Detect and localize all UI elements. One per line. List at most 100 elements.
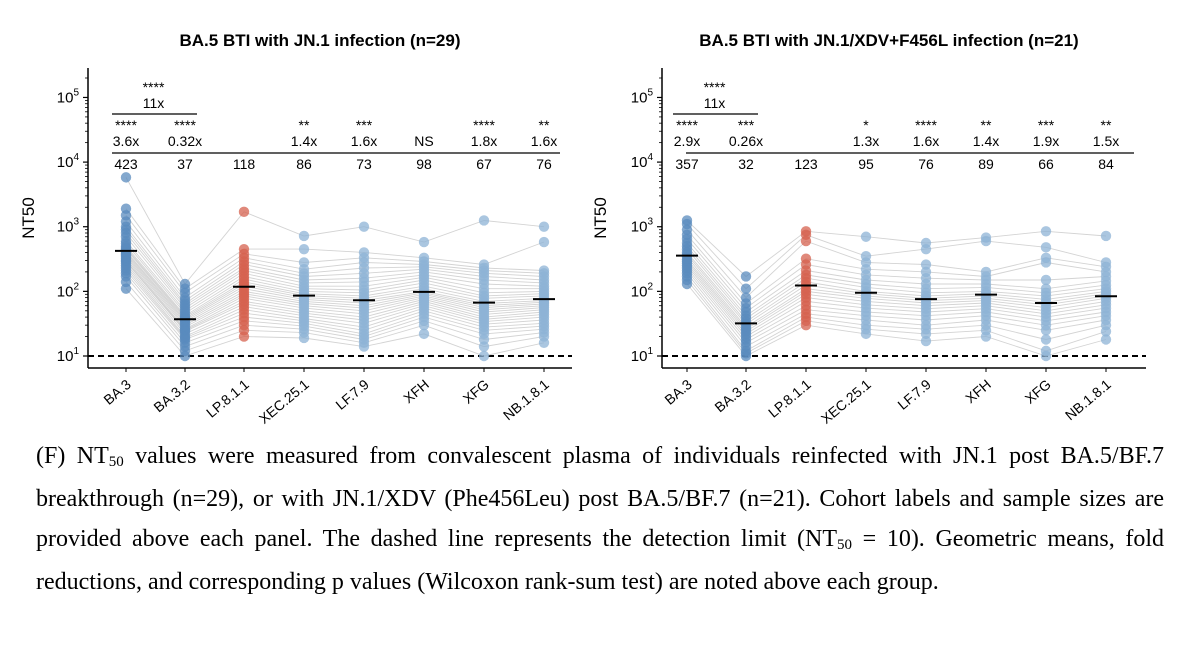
fold-change-label: 3.6x bbox=[113, 133, 139, 149]
x-tick-label: XEC.25.1 bbox=[256, 376, 312, 427]
paired-line bbox=[125, 267, 545, 339]
paired-line bbox=[125, 281, 545, 352]
points-XEC.25.1 bbox=[298, 230, 310, 344]
significance-label: ** bbox=[981, 117, 992, 133]
geomean-label: 32 bbox=[738, 156, 754, 172]
significance-label: NS bbox=[414, 133, 433, 149]
paired-line bbox=[125, 270, 545, 341]
data-point bbox=[920, 328, 932, 340]
x-tick-label: BA.3.2 bbox=[711, 376, 754, 415]
data-point bbox=[120, 172, 132, 183]
geomean-label: 84 bbox=[1098, 156, 1114, 172]
paired-line bbox=[125, 232, 545, 307]
points-XFH bbox=[980, 232, 992, 342]
geomean-label: 123 bbox=[794, 156, 818, 172]
fold-change-label: 1.6x bbox=[913, 133, 939, 149]
paired-line bbox=[125, 236, 545, 309]
paired-line bbox=[125, 226, 545, 302]
y-axis-label: NT50 bbox=[591, 197, 610, 239]
points-LP.8.1.1 bbox=[800, 226, 812, 331]
paired-line bbox=[686, 261, 1107, 332]
fold-change-label: 1.5x bbox=[1093, 133, 1119, 149]
significance-label: *** bbox=[1038, 117, 1055, 133]
significance-label: **** bbox=[115, 117, 137, 133]
paired-line bbox=[125, 240, 544, 312]
data-point bbox=[1040, 350, 1052, 362]
fold-change-label: 1.6x bbox=[531, 133, 557, 149]
paired-line bbox=[686, 254, 1107, 325]
points-XFG bbox=[478, 215, 490, 362]
paired-line bbox=[686, 229, 1107, 299]
data-point bbox=[538, 236, 550, 248]
caption-part-2: values were measured from convalescent p… bbox=[36, 443, 1165, 552]
x-tick-label: XFG bbox=[1022, 376, 1054, 407]
geomean-label: 89 bbox=[978, 156, 994, 172]
significance-label: ** bbox=[299, 117, 310, 133]
geomean-label: 95 bbox=[858, 156, 874, 172]
points-XFG bbox=[1040, 226, 1052, 362]
points-BA.3 bbox=[681, 215, 693, 290]
y-tick-label: 103 bbox=[631, 217, 654, 236]
paired-line bbox=[125, 288, 545, 357]
paired-line bbox=[125, 256, 545, 328]
paired-line bbox=[686, 279, 1107, 354]
significance-label: **** bbox=[915, 117, 937, 133]
panel-title: BA.5 BTI with JN.1 infection (n=29) bbox=[179, 31, 460, 50]
paired-line bbox=[125, 208, 545, 290]
paired-line bbox=[125, 261, 545, 332]
y-tick-label: 104 bbox=[57, 152, 80, 171]
data-point bbox=[1100, 334, 1112, 345]
significance-label: **** bbox=[174, 117, 196, 133]
paired-line bbox=[125, 245, 545, 317]
fold-change-label: 0.32x bbox=[168, 133, 202, 149]
x-tick-label: XFH bbox=[962, 376, 994, 406]
caption-part-1: (F) NT bbox=[36, 443, 109, 469]
geomean-label: 86 bbox=[296, 156, 312, 172]
caption-subscript-1: 50 bbox=[108, 454, 124, 470]
significance-label: *** bbox=[356, 117, 373, 133]
data-point bbox=[418, 236, 430, 248]
geomean-label: 76 bbox=[918, 156, 934, 172]
y-tick-label: 101 bbox=[631, 346, 654, 365]
paired-line bbox=[686, 242, 1107, 313]
significance-label: ** bbox=[1101, 117, 1112, 133]
geomean-label: 37 bbox=[177, 156, 193, 172]
geomean-label: 98 bbox=[416, 156, 432, 172]
data-point bbox=[1040, 274, 1052, 286]
paired-line bbox=[125, 248, 545, 320]
data-point bbox=[1040, 257, 1052, 268]
figure-caption: (F) NT50 values were measured from conva… bbox=[36, 436, 1164, 602]
paired-line bbox=[125, 253, 545, 324]
data-point bbox=[1040, 242, 1052, 253]
data-point bbox=[179, 350, 191, 362]
bracket-fold-change: 11x bbox=[143, 95, 165, 111]
paired-line bbox=[125, 221, 545, 299]
geomean-label: 73 bbox=[356, 156, 372, 172]
caption-part-3: = 10). Geometric means, fold reductions,… bbox=[36, 526, 1164, 595]
x-tick-label: BA.3 bbox=[661, 376, 695, 408]
data-point bbox=[920, 259, 932, 270]
fold-change-label: 0.26x bbox=[729, 133, 763, 149]
panel-title: BA.5 BTI with JN.1/XDV+F456L infection (… bbox=[699, 31, 1078, 50]
significance-label: **** bbox=[473, 117, 495, 133]
x-tick-label: LF.7.9 bbox=[332, 376, 372, 413]
data-point bbox=[740, 350, 752, 362]
y-tick-label: 101 bbox=[57, 346, 80, 365]
data-point bbox=[538, 221, 550, 232]
bracket-significance: **** bbox=[704, 79, 726, 95]
data-point bbox=[418, 319, 430, 331]
fold-change-label: 1.9x bbox=[1033, 133, 1059, 149]
data-point bbox=[538, 337, 550, 349]
data-point bbox=[298, 243, 310, 255]
data-point bbox=[358, 341, 370, 352]
data-point bbox=[298, 332, 310, 344]
data-point bbox=[740, 283, 752, 294]
data-point bbox=[740, 271, 752, 282]
fold-change-label: 2.9x bbox=[674, 133, 700, 149]
x-tick-label: XFH bbox=[400, 376, 432, 406]
y-tick-label: 105 bbox=[57, 87, 80, 106]
data-point bbox=[478, 341, 490, 352]
paired-line bbox=[686, 270, 1107, 344]
data-point bbox=[120, 283, 132, 294]
data-point bbox=[478, 350, 490, 362]
